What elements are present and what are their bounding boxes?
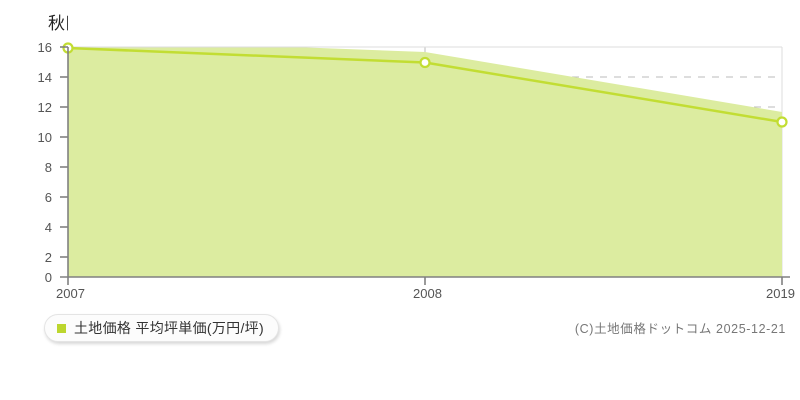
- plot-top-mask: [68, 0, 782, 47]
- data-point-2019[interactable]: [776, 116, 788, 128]
- chart-legend[interactable]: 土地価格 平均坪単価(万円/坪): [44, 314, 279, 342]
- y-tick-label-4: 4: [45, 220, 52, 235]
- x-tick-label-2008: 2008: [413, 286, 442, 301]
- y-tick-label-10: 10: [38, 130, 52, 145]
- area-fill-land-price: [68, 38, 782, 277]
- data-point-2008[interactable]: [419, 56, 431, 69]
- legend-swatch-icon: [57, 323, 66, 333]
- y-tick-label-8: 8: [45, 160, 52, 175]
- x-tick-label-2019: 2019: [766, 286, 795, 301]
- x-axis-ticks: [67, 277, 783, 285]
- y-tick-label-2: 2: [45, 250, 52, 265]
- y-tick-label-0: 0: [45, 270, 52, 285]
- y-tick-label-6: 6: [45, 190, 52, 205]
- y-tick-label-14: 14: [38, 70, 52, 85]
- x-tick-label-2007: 2007: [56, 286, 85, 301]
- y-tick-label-12: 12: [38, 100, 52, 115]
- y-tick-label-16: 16: [38, 40, 52, 55]
- copyright-credit: (C)土地価格ドットコム 2025-12-21: [574, 322, 786, 336]
- y-axis-ticks: [60, 46, 68, 258]
- legend-item-label: 土地価格 平均坪単価(万円/坪): [74, 320, 264, 336]
